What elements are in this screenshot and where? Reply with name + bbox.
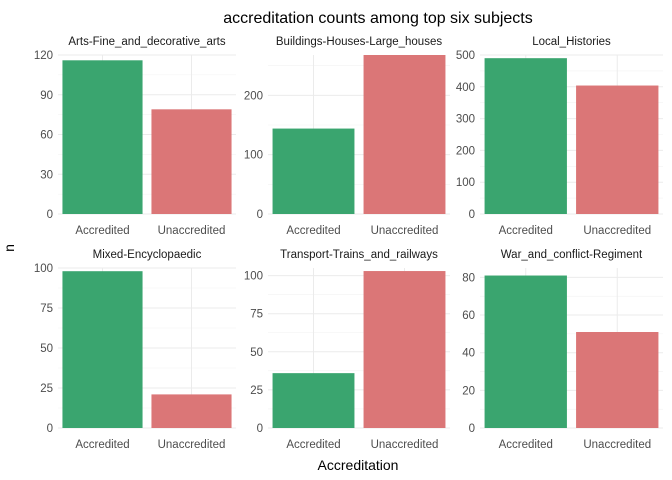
y-tick-label: 300 xyxy=(456,114,475,126)
y-tick-label: 0 xyxy=(47,423,53,435)
y-tick-label: 100 xyxy=(456,177,475,189)
y-tick-label: 0 xyxy=(257,209,263,221)
x-tick-label: Unaccredited xyxy=(583,225,651,237)
y-tick-label: 60 xyxy=(40,130,53,142)
facet-panels: 0 30 60 90 120 Accredited Unaccredited Arts-Fin… xyxy=(34,36,663,451)
y-tick-label: 100 xyxy=(34,263,53,275)
facet-panel: 0 25 50 75 100 Accredited Unaccredited Mixed-En… xyxy=(34,249,236,451)
chart-title: accreditation counts among top six subje… xyxy=(223,10,533,27)
y-tick-label: 80 xyxy=(462,272,475,284)
bar-accredited xyxy=(62,60,143,214)
facet-label: Arts-Fine_and_decorative_arts xyxy=(68,36,225,48)
x-tick-label: Accredited xyxy=(286,225,340,237)
bar-accredited xyxy=(484,275,567,428)
y-axis-title: n xyxy=(1,244,17,252)
y-tick-label: 500 xyxy=(456,50,475,62)
facet-label: Transport-Trains_and_railways xyxy=(280,249,438,261)
y-tick-label: 40 xyxy=(462,348,475,360)
x-tick-label: Unaccredited xyxy=(371,439,439,451)
y-tick-label: 120 xyxy=(34,50,53,62)
y-tick-label: 75 xyxy=(250,309,263,321)
y-tick-label: 50 xyxy=(40,343,53,355)
facet-label: Mixed-Encyclopaedic xyxy=(93,249,202,261)
x-tick-label: Accredited xyxy=(286,439,340,451)
x-tick-label: Accredited xyxy=(499,439,553,451)
bar-accredited xyxy=(484,58,567,215)
y-tick-label: 100 xyxy=(244,271,263,283)
x-tick-label: Unaccredited xyxy=(158,439,226,451)
bar-unaccredited xyxy=(151,109,232,214)
facet-label: Local_Histories xyxy=(532,36,611,48)
facet-panel: 0 100 200 Accredited Unaccredited Buildings-H… xyxy=(244,36,450,237)
facet-panel: 0 25 50 75 100 Accredited Unaccredited Transpor… xyxy=(244,249,450,451)
y-tick-label: 25 xyxy=(250,385,263,397)
y-tick-label: 200 xyxy=(244,90,263,102)
y-tick-label: 50 xyxy=(250,347,263,359)
y-tick-label: 60 xyxy=(462,310,475,322)
y-tick-label: 30 xyxy=(40,169,53,181)
bar-accredited xyxy=(62,271,143,428)
facet-panel: 0 30 60 90 120 Accredited Unaccredited Arts-Fin… xyxy=(34,36,236,237)
bar-unaccredited xyxy=(576,85,659,214)
bar-unaccredited xyxy=(576,332,659,428)
x-tick-label: Accredited xyxy=(75,225,129,237)
facet-label: War_and_conflict-Regiment xyxy=(501,249,643,261)
facet-panel: 0 20 40 60 80 Accredited Unaccredited War_and_c… xyxy=(462,249,663,451)
y-tick-label: 90 xyxy=(40,90,53,102)
y-tick-label: 0 xyxy=(257,423,263,435)
facet-label: Buildings-Houses-Large_houses xyxy=(276,36,442,48)
bar-unaccredited xyxy=(363,55,446,214)
x-tick-label: Unaccredited xyxy=(583,439,651,451)
y-tick-label: 0 xyxy=(469,423,475,435)
x-tick-label: Accredited xyxy=(499,225,553,237)
bar-accredited xyxy=(272,373,355,428)
x-axis-title: Accreditation xyxy=(318,457,399,473)
y-tick-label: 20 xyxy=(462,385,475,397)
y-tick-label: 400 xyxy=(456,82,475,94)
y-tick-label: 0 xyxy=(469,209,475,221)
y-tick-label: 200 xyxy=(456,145,475,157)
x-tick-label: Unaccredited xyxy=(371,225,439,237)
y-tick-label: 75 xyxy=(40,303,53,315)
facet-panel: 0 100 200 300 400 500 Accredited Unaccredited Lo… xyxy=(456,36,663,237)
bar-unaccredited xyxy=(363,271,446,428)
x-tick-label: Unaccredited xyxy=(158,225,226,237)
bar-unaccredited xyxy=(151,394,232,428)
y-tick-label: 100 xyxy=(244,150,263,162)
x-tick-label: Accredited xyxy=(75,439,129,451)
y-tick-label: 25 xyxy=(40,383,53,395)
bar-accredited xyxy=(272,128,355,214)
y-tick-label: 0 xyxy=(47,209,53,221)
